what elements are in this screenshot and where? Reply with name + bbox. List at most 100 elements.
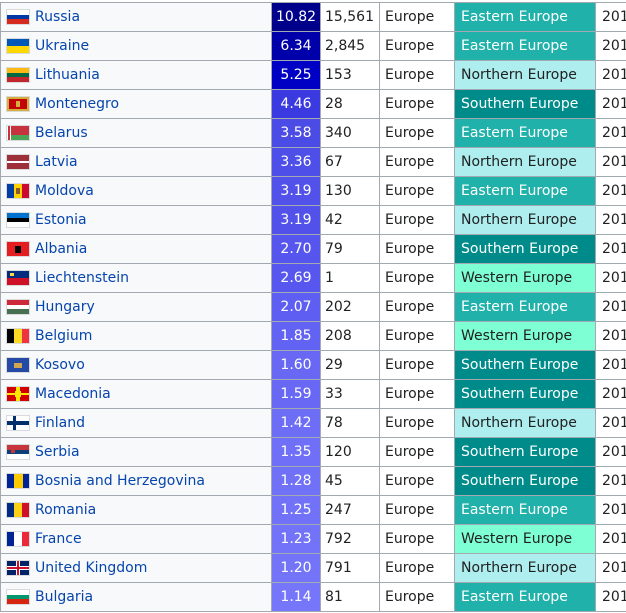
rate-cell: 1.60 [271,350,321,380]
country-link[interactable]: Moldova [35,183,94,199]
country-link[interactable]: France [35,531,82,547]
continent-cell: Europe [379,234,455,264]
country-link[interactable]: Bosnia and Herzegovina [35,473,205,489]
continent-cell: Europe [379,89,455,119]
continent-cell: Europe [379,553,455,583]
country-link[interactable]: Bulgaria [35,589,94,605]
lithuania-flag-icon [7,68,29,82]
continent-cell: Europe [379,147,455,177]
country-link[interactable]: Ukraine [35,38,90,54]
count-cell: 208 [320,321,380,351]
region-cell: Southern Europe [454,350,596,380]
serbia-flag-icon [7,445,29,459]
region-label: Eastern Europe [461,183,568,199]
montenegro-flag-icon [7,97,29,111]
table-row: Bosnia and Herzegovina 1.28 45 Europe Southe… [0,466,626,496]
belgium-flag-icon [7,329,29,343]
rate-cell: 1.20 [271,553,321,583]
rate-cell: 10.82 [271,2,321,32]
country-link[interactable]: Hungary [35,299,95,315]
continent-cell: Europe [379,118,455,148]
ukraine-flag-icon [7,39,29,53]
country-cell: Liechtenstein [0,263,272,293]
year-cell: 2016 [595,379,626,409]
rate-cell: 1.23 [271,524,321,554]
year-cell: 2014 [595,176,626,206]
albania-flag-icon [7,242,29,256]
country-link[interactable]: Liechtenstein [35,270,130,286]
country-link[interactable]: Estonia [35,212,87,228]
region-cell: Northern Europe [454,205,596,235]
country-cell: Romania [0,495,272,525]
region-cell: Eastern Europe [454,118,596,148]
year-cell: 2016 [595,350,626,380]
uk-flag-icon [7,561,29,575]
region-label: Northern Europe [461,67,577,83]
region-label: Northern Europe [461,154,577,170]
moldova-flag-icon [7,184,29,198]
russia-flag-icon [7,10,29,24]
count-cell: 33 [320,379,380,409]
count-cell: 78 [320,408,380,438]
year-cell: 2016 [595,263,626,293]
country-link[interactable]: Lithuania [35,67,100,83]
region-cell: Western Europe [454,321,596,351]
country-cell: France [0,524,272,554]
region-label: Northern Europe [461,415,577,431]
rate-cell: 3.19 [271,176,321,206]
region-label: Eastern Europe [461,38,568,54]
region-label: Southern Europe [461,357,579,373]
region-label: Southern Europe [461,96,579,112]
region-cell: Southern Europe [454,234,596,264]
country-cell: Russia [0,2,272,32]
region-cell: Eastern Europe [454,176,596,206]
region-label: Western Europe [461,270,573,286]
region-cell: Southern Europe [454,437,596,467]
region-label: Southern Europe [461,444,579,460]
count-cell: 130 [320,176,380,206]
continent-cell: Europe [379,2,455,32]
continent-cell: Europe [379,408,455,438]
country-cell: Finland [0,408,272,438]
count-cell: 153 [320,60,380,90]
country-link[interactable]: United Kingdom [35,560,148,576]
country-link[interactable]: Macedonia [35,386,111,402]
belarus-flag-icon [7,126,29,140]
bulgaria-flag-icon [7,590,29,604]
rate-cell: 3.58 [271,118,321,148]
country-link[interactable]: Romania [35,502,97,518]
rate-cell: 1.25 [271,495,321,525]
region-label: Eastern Europe [461,589,568,605]
year-cell: 2016 [595,495,626,525]
country-cell: Moldova [0,176,272,206]
country-link[interactable]: Finland [35,415,86,431]
latvia-flag-icon [7,155,29,169]
continent-cell: Europe [379,379,455,409]
region-label: Southern Europe [461,241,579,257]
region-cell: Eastern Europe [454,495,596,525]
country-link[interactable]: Kosovo [35,357,85,373]
country-link[interactable]: Belarus [35,125,88,141]
region-label: Eastern Europe [461,125,568,141]
count-cell: 791 [320,553,380,583]
region-cell: Northern Europe [454,147,596,177]
count-cell: 45 [320,466,380,496]
country-link[interactable]: Albania [35,241,88,257]
region-label: Eastern Europe [461,299,568,315]
continent-cell: Europe [379,176,455,206]
year-cell: 2016 [595,2,626,32]
country-link[interactable]: Belgium [35,328,93,344]
country-link[interactable]: Russia [35,9,81,25]
country-link[interactable]: Montenegro [35,96,120,112]
country-link[interactable]: Serbia [35,444,80,460]
country-link[interactable]: Latvia [35,154,78,170]
